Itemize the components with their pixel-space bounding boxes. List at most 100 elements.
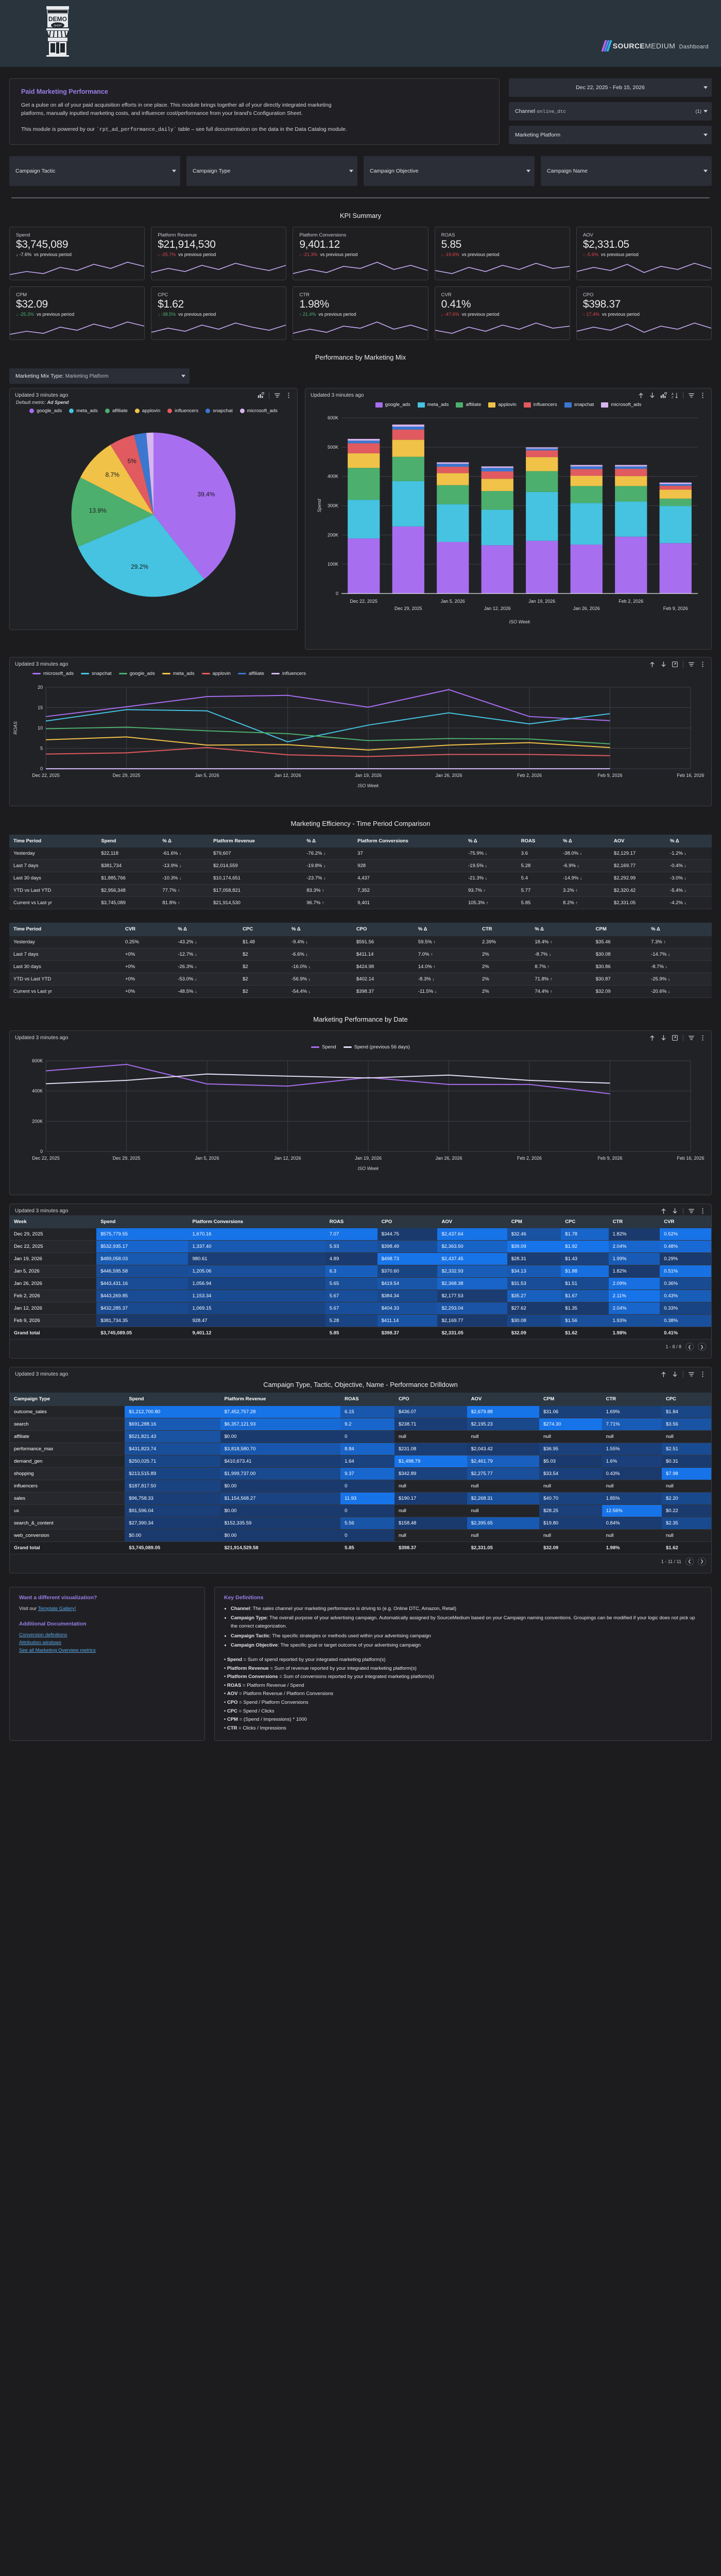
table-row[interactable]: Dec 22, 2025 $532,935.17 1,337.40 5.93 $398.… — [10, 1240, 711, 1253]
filter-icon[interactable] — [688, 392, 695, 399]
table-row[interactable]: affiliate $521,821.43 $0.00 0 null null null nu… — [10, 1430, 711, 1443]
more-options-icon[interactable] — [699, 1208, 706, 1214]
column-header[interactable]: CPC — [561, 1215, 609, 1229]
previous-page-button[interactable]: ❮ — [685, 1557, 694, 1566]
table-row[interactable]: outcome_sales $1,212,700.80 $7,452,757.28 6… — [10, 1405, 711, 1418]
template-gallery-link[interactable]: Template Gallery! — [38, 1605, 76, 1612]
legend-item[interactable]: microsoft_ads — [32, 671, 74, 676]
legend-item[interactable]: google_ads — [29, 408, 62, 414]
column-header[interactable]: CPO — [394, 1393, 467, 1406]
column-header[interactable]: CPM — [507, 1215, 561, 1229]
campaign-objective-filter[interactable]: Campaign Objective — [364, 156, 535, 187]
table-row[interactable]: Jan 26, 2026 $443,431.16 1,056.94 5.65 $419.… — [10, 1277, 711, 1291]
column-header[interactable]: CTR — [608, 1215, 660, 1229]
legend-item[interactable]: affiliate — [105, 408, 128, 414]
column-header[interactable]: Spend — [96, 1215, 188, 1229]
table-row[interactable]: Last 30 days +0% -26.3% ↓ $2 -16.0% ↓ $424.98… — [9, 960, 712, 973]
column-header[interactable]: Campaign Type — [10, 1393, 125, 1406]
sort-ascending-icon[interactable] — [660, 1371, 667, 1378]
doc-link[interactable]: Attribution windows — [19, 1639, 61, 1646]
table-row[interactable]: Jan 12, 2026 $432,285.37 1,069.15 5.67 $404.… — [10, 1302, 711, 1315]
column-header[interactable]: CPC — [238, 923, 288, 936]
kpi-card[interactable]: Platform Revenue $21,914,530 ↓ -25.7% vs… — [151, 227, 287, 281]
campaign-tactic-filter[interactable]: Campaign Tactic — [9, 156, 180, 187]
filter-icon[interactable] — [688, 1208, 695, 1214]
campaign-name-filter[interactable]: Campaign Name — [541, 156, 712, 187]
column-header[interactable]: Spend — [97, 835, 159, 848]
legend-item[interactable]: affiliate — [456, 402, 481, 408]
table-row[interactable]: Jan 19, 2026 $489,058.03 980.61 4.89 $498.73… — [10, 1252, 711, 1266]
column-header[interactable]: % Δ — [158, 835, 210, 848]
export-icon[interactable] — [672, 661, 678, 668]
kpi-card[interactable]: ROAS 5.85 ↓ -19.6% vs previous period — [434, 227, 570, 281]
legend-item[interactable]: google_ads — [118, 671, 155, 676]
legend-item[interactable]: meta_ads — [162, 671, 195, 676]
kpi-card[interactable]: Spend $3,745,089 ↓ -7.6% vs previous per… — [9, 227, 145, 281]
filter-icon[interactable] — [274, 392, 281, 399]
column-header[interactable]: CVR — [121, 923, 174, 936]
table-row[interactable]: influencers $187,817.50 $0.00 0 null null null… — [10, 1480, 711, 1493]
column-header[interactable]: AOV — [467, 1393, 540, 1406]
legend-item[interactable]: snapchat — [564, 402, 594, 408]
sort-ascending-icon[interactable] — [649, 661, 656, 668]
table-row[interactable]: Last 7 days +0% -12.7% ↓ $2 -6.6% ↓ $411.14 7.… — [9, 948, 712, 961]
column-header[interactable]: Platform Conversions — [188, 1215, 325, 1229]
sort-ascending-icon[interactable] — [638, 392, 644, 399]
filter-icon[interactable] — [688, 1371, 695, 1378]
column-header[interactable]: Platform Conversions — [353, 835, 464, 848]
more-options-icon[interactable] — [699, 1035, 706, 1041]
column-header[interactable]: AOV — [609, 835, 666, 848]
more-options-icon[interactable] — [699, 661, 706, 668]
column-header[interactable]: % Δ — [647, 923, 712, 936]
table-row[interactable]: sales $96,758.33 $1,154,568.27 11.93 $190.17… — [10, 1492, 711, 1505]
table-row[interactable]: Current vs Last yr +0% -48.5% ↓ $2 -54.4% ↓ $… — [9, 985, 712, 998]
legend-item[interactable]: applovin — [201, 671, 231, 676]
kpi-card[interactable]: Platform Conversions 9,401.12 ↓ -21.3% v… — [293, 227, 428, 281]
legend-item[interactable]: snapchat — [205, 408, 233, 414]
column-header[interactable]: CPO — [377, 1215, 438, 1229]
chart-settings-icon[interactable] — [258, 392, 265, 399]
sort-descending-icon[interactable] — [649, 392, 656, 399]
legend-item[interactable]: applovin — [134, 408, 160, 414]
column-header[interactable]: CPM — [591, 923, 647, 936]
sort-descending-icon[interactable] — [672, 1208, 678, 1214]
column-header[interactable]: % Δ — [666, 835, 712, 848]
kpi-card[interactable]: CPO $398.37 ↑ 17.4% vs previous period — [576, 286, 712, 341]
column-header[interactable]: Week — [10, 1215, 97, 1229]
doc-link[interactable]: See all Marketing Overview metrics — [19, 1648, 96, 1654]
legend-item[interactable]: applovin — [488, 402, 517, 408]
sort-descending-icon[interactable] — [660, 1035, 667, 1041]
previous-page-button[interactable]: ❮ — [685, 1343, 694, 1351]
table-row[interactable]: demand_gen $250,025.71 $410,673.41 1.64 $1,4… — [10, 1455, 711, 1468]
table-row[interactable]: Jan 5, 2026 $446,595.58 1,205.06 6.3 $370.60… — [10, 1265, 711, 1278]
next-page-button[interactable]: ❯ — [698, 1343, 706, 1351]
legend-item[interactable]: influencers — [271, 671, 306, 676]
column-header[interactable]: Time Period — [9, 835, 97, 848]
column-header[interactable]: CTR — [478, 923, 531, 936]
table-row[interactable]: Current vs Last yr $3,745,089 81.8% ↑ $21,9… — [9, 896, 712, 910]
column-header[interactable]: % Δ — [414, 923, 478, 936]
column-header[interactable]: % Δ — [530, 923, 592, 936]
legend-item[interactable]: meta_ads — [417, 402, 449, 408]
column-header[interactable]: CVR — [660, 1215, 711, 1229]
table-row[interactable]: shopping $213,515.89 $1,999,737.00 9.37 $342… — [10, 1467, 711, 1480]
legend-item[interactable]: meta_ads — [69, 408, 98, 414]
kpi-card[interactable]: AOV $2,331.05 ↓ -5.6% vs previous period — [576, 227, 712, 281]
kpi-card[interactable]: CTR 1.98% ↑ 21.4% vs previous period — [293, 286, 428, 341]
legend-item[interactable]: Spend — [311, 1044, 336, 1050]
column-header[interactable]: ROAS — [517, 835, 559, 848]
sort-descending-icon[interactable] — [660, 661, 667, 668]
column-header[interactable]: AOV — [437, 1215, 507, 1229]
legend-item[interactable]: Spend (previous 56 days) — [343, 1044, 410, 1050]
legend-item[interactable]: microsoft_ads — [239, 408, 278, 414]
filter-icon[interactable] — [688, 1035, 695, 1041]
date-range-filter[interactable]: Dec 22, 2025 - Feb 15, 2026 — [509, 78, 712, 97]
filter-icon[interactable] — [688, 661, 695, 668]
column-header[interactable]: Platform Revenue — [209, 835, 303, 848]
table-row[interactable]: ux $91,596.04 $0.00 0 null null $28.25 12.56% $0… — [10, 1504, 711, 1517]
marketing-platform-filter[interactable]: Marketing Platform — [509, 126, 712, 144]
more-options-icon[interactable] — [699, 1371, 706, 1378]
more-options-icon[interactable] — [699, 392, 706, 399]
legend-item[interactable]: affiliate — [237, 671, 264, 676]
